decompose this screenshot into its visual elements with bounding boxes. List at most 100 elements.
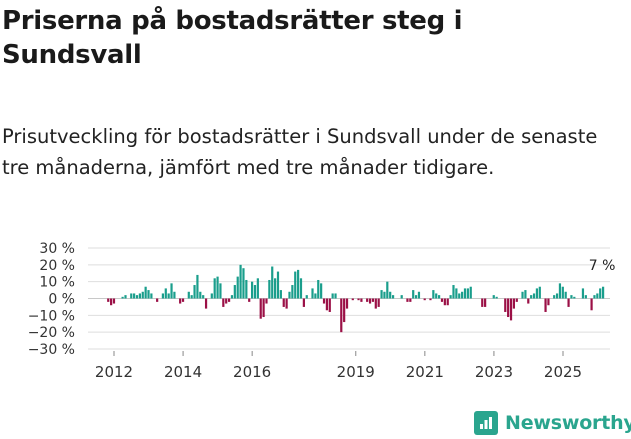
bar (446, 298, 449, 306)
bar (380, 290, 383, 299)
bar (187, 291, 190, 299)
x-tick-label: 2016 (233, 363, 271, 381)
bar (199, 291, 202, 299)
bar (268, 279, 271, 299)
bar (599, 288, 602, 299)
bar (435, 293, 438, 299)
bar (558, 283, 562, 299)
bar (253, 285, 257, 299)
bar (173, 291, 176, 299)
bar (455, 288, 458, 299)
bar (242, 268, 245, 299)
bar (130, 293, 133, 299)
annotations: 7 % (589, 258, 616, 274)
bar (527, 298, 530, 304)
bar (495, 296, 498, 299)
bar (190, 295, 193, 299)
x-tick-label: 2014 (164, 363, 202, 381)
bar (299, 278, 303, 299)
bar (248, 298, 251, 302)
bar (124, 295, 127, 299)
bar (213, 278, 216, 299)
bar (276, 271, 280, 299)
chart-subtitle: Prisutveckling för bostadsrätter i Sunds… (2, 125, 598, 179)
bar (389, 291, 392, 299)
bar (601, 286, 605, 299)
bar (581, 288, 585, 299)
y-tick-label: 0 % (48, 292, 75, 308)
bar (156, 298, 159, 302)
bar (452, 285, 455, 299)
bar (481, 298, 484, 307)
bar (227, 298, 231, 302)
bar (573, 296, 576, 299)
bar (461, 291, 464, 299)
bar (512, 298, 515, 309)
bar (521, 291, 524, 299)
bar (345, 298, 349, 309)
bar (328, 298, 331, 312)
bar (314, 293, 317, 299)
bar (530, 295, 533, 299)
bar (567, 298, 570, 307)
bar (438, 295, 441, 299)
bar (340, 298, 343, 333)
bar (141, 291, 144, 299)
bar (555, 293, 559, 299)
bar (245, 279, 248, 299)
bar (279, 290, 282, 299)
bar (368, 298, 372, 304)
y-tick-label: −30 % (28, 342, 75, 358)
bar (351, 298, 354, 301)
bar (564, 291, 567, 299)
bar (216, 276, 219, 299)
bar (302, 298, 305, 307)
bar (449, 295, 452, 299)
bar (400, 295, 403, 299)
bar (107, 298, 110, 302)
bar (406, 298, 409, 302)
bar (366, 298, 369, 302)
bar (553, 295, 556, 299)
bar (181, 298, 185, 302)
bar (357, 298, 360, 301)
bar (262, 298, 265, 318)
bar (322, 298, 326, 304)
bar (138, 293, 141, 299)
bar (538, 286, 541, 299)
y-tick-label: −10 % (28, 308, 75, 324)
bar (463, 288, 467, 299)
bar (222, 298, 225, 307)
bar (409, 298, 412, 302)
bar (317, 279, 320, 299)
bar (515, 298, 518, 302)
bar (164, 288, 167, 299)
bar (492, 295, 495, 299)
bar (414, 295, 418, 299)
x-axis-ticks: 2012 2014 2016 2019 2021 2023 2025 (95, 351, 582, 381)
bar (144, 286, 147, 299)
x-tick-label: 2012 (95, 363, 133, 381)
y-axis-ticks: 30 %20 %10 %0 %−10 %−20 %−30 % (28, 241, 75, 358)
bar (532, 293, 536, 299)
bar (259, 298, 262, 319)
bar (325, 298, 328, 311)
bar (179, 298, 182, 304)
x-tick-label: 2021 (406, 363, 444, 381)
bar (590, 298, 593, 311)
bar (167, 293, 170, 299)
bar (377, 298, 380, 307)
bar (443, 298, 446, 306)
bar (147, 290, 150, 299)
bar (417, 291, 421, 299)
bar (484, 298, 487, 307)
bar (440, 298, 444, 302)
bar (219, 283, 222, 299)
bar (596, 293, 599, 299)
bar (305, 295, 308, 299)
bar (593, 295, 596, 299)
y-tick-label: 10 % (39, 275, 75, 291)
bar (230, 295, 234, 299)
bar (271, 266, 274, 299)
bar (112, 298, 116, 304)
